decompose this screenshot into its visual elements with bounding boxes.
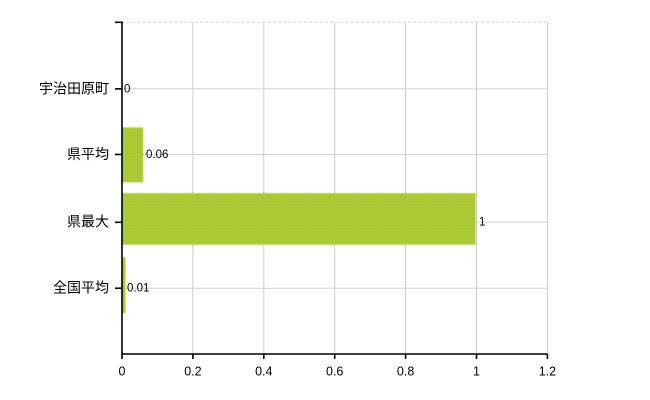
svg-text:1: 1 bbox=[479, 217, 485, 229]
svg-text:県最大: 県最大 bbox=[67, 214, 109, 230]
svg-text:0.06: 0.06 bbox=[146, 149, 168, 161]
svg-text:0: 0 bbox=[124, 84, 130, 96]
svg-text:0.8: 0.8 bbox=[397, 365, 414, 379]
svg-text:宇治田原町: 宇治田原町 bbox=[39, 80, 109, 96]
svg-text:0: 0 bbox=[119, 365, 126, 379]
svg-text:0.01: 0.01 bbox=[127, 283, 149, 295]
svg-text:0.4: 0.4 bbox=[255, 365, 272, 379]
svg-text:1: 1 bbox=[473, 365, 480, 379]
svg-text:全国平均: 全国平均 bbox=[53, 280, 109, 296]
svg-text:0.2: 0.2 bbox=[184, 365, 201, 379]
svg-text:1.2: 1.2 bbox=[539, 365, 556, 379]
svg-text:県平均: 県平均 bbox=[67, 146, 109, 162]
svg-text:0.6: 0.6 bbox=[326, 365, 343, 379]
